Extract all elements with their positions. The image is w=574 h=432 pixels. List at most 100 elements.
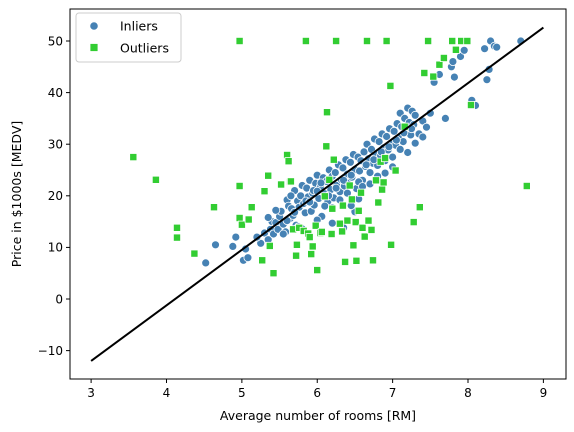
outlier-point — [374, 198, 383, 207]
outlier-point — [235, 213, 244, 222]
inlier-point — [243, 253, 253, 263]
inlier-point — [384, 142, 394, 152]
inlier-point — [380, 168, 390, 178]
inlier-point — [395, 144, 405, 154]
outlier-point — [235, 181, 244, 190]
outlier-point — [172, 233, 181, 242]
y-tick-label: −10 — [38, 344, 63, 358]
inlier-point — [410, 110, 420, 120]
y-tick-label: 0 — [55, 292, 63, 306]
outlier-point — [244, 215, 253, 224]
outlier-point — [317, 227, 326, 236]
inlier-point — [459, 45, 469, 55]
x-tick-label: 3 — [87, 386, 95, 400]
outlier-point — [448, 37, 457, 46]
legend: Inliers Outliers — [75, 12, 182, 63]
outlier-point — [307, 250, 316, 259]
inlier-point — [316, 178, 326, 188]
outlier-point — [305, 233, 314, 242]
y-axis-ticks: −10 0 10 20 30 40 50 — [38, 34, 70, 358]
outlier-point — [284, 157, 293, 166]
inlier-point — [327, 218, 337, 228]
inlier-point — [492, 42, 502, 52]
outlier-point — [341, 257, 350, 266]
outlier-point — [328, 204, 337, 213]
y-tick-label: 40 — [48, 86, 63, 100]
outlier-point — [409, 218, 418, 227]
outlier-point — [335, 219, 344, 228]
outlier-point — [362, 37, 371, 46]
outlier-point — [172, 223, 181, 232]
inlier-point — [345, 157, 355, 167]
x-tick-label: 9 — [540, 386, 548, 400]
outlier-point — [358, 223, 367, 232]
x-axis-ticks: 3 4 5 6 7 8 9 — [87, 379, 547, 400]
outlier-point — [338, 201, 347, 210]
inlier-point — [440, 114, 450, 123]
inlier-point — [355, 166, 364, 176]
outlier-point — [277, 180, 286, 189]
inlier-point — [448, 57, 458, 66]
outlier-point — [301, 37, 310, 46]
x-axis-label: Average number of rooms [RM] — [220, 408, 416, 423]
inlier-point — [278, 229, 288, 239]
inlier-point — [346, 170, 356, 180]
inlier-point — [330, 168, 340, 178]
outlier-point — [129, 153, 138, 162]
inlier-point — [418, 132, 428, 142]
outlier-point — [364, 216, 373, 225]
legend-box — [75, 12, 182, 63]
outlier-point — [329, 155, 338, 164]
outlier-point — [451, 45, 460, 54]
inlier-point — [211, 240, 220, 250]
inlier-point — [410, 138, 420, 148]
outlier-point — [292, 251, 301, 260]
inlier-point — [361, 160, 371, 170]
outlier-point — [292, 240, 301, 249]
inlier-point — [263, 213, 273, 222]
inlier-point — [231, 232, 241, 242]
outlier-point — [386, 81, 395, 90]
outlier-point — [360, 232, 369, 241]
outlier-point — [368, 256, 377, 265]
x-tick-label: 6 — [313, 386, 321, 400]
outlier-point — [322, 108, 331, 117]
inlier-point — [339, 175, 349, 185]
inlier-point — [422, 122, 431, 132]
outlier-point — [466, 101, 475, 110]
outlier-point — [429, 72, 438, 81]
y-tick-label: 50 — [48, 34, 63, 48]
legend-outliers-marker — [89, 43, 99, 52]
outlier-point — [379, 178, 388, 187]
inlier-point — [228, 241, 238, 251]
legend-inliers-label: Inliers — [120, 19, 158, 34]
outlier-point — [345, 181, 354, 190]
outlier-point — [354, 206, 363, 215]
outlier-point — [347, 195, 356, 204]
y-tick-label: 30 — [48, 138, 63, 152]
x-tick-label: 4 — [163, 386, 171, 400]
inlier-point — [369, 155, 379, 165]
outlier-point — [311, 221, 320, 230]
outlier-point — [286, 177, 295, 186]
outlier-point — [327, 229, 336, 238]
legend-outliers-label: Outliers — [120, 41, 169, 56]
outlier-point — [320, 192, 329, 201]
outlier-point — [308, 242, 317, 251]
outlier-point — [381, 154, 390, 163]
outlier-point — [264, 171, 273, 180]
inlier-point — [374, 137, 384, 147]
outlier-point — [371, 176, 380, 185]
outlier-point — [424, 37, 433, 46]
outlier-point — [260, 187, 269, 196]
inlier-point — [388, 152, 398, 162]
inlier-point — [449, 72, 459, 82]
inlier-point — [271, 205, 281, 215]
outlier-point — [247, 203, 256, 212]
legend-inliers-marker — [89, 21, 99, 31]
outlier-point — [415, 203, 424, 212]
outlier-point — [463, 37, 472, 46]
outlier-point — [435, 60, 444, 69]
inlier-point — [320, 201, 330, 211]
